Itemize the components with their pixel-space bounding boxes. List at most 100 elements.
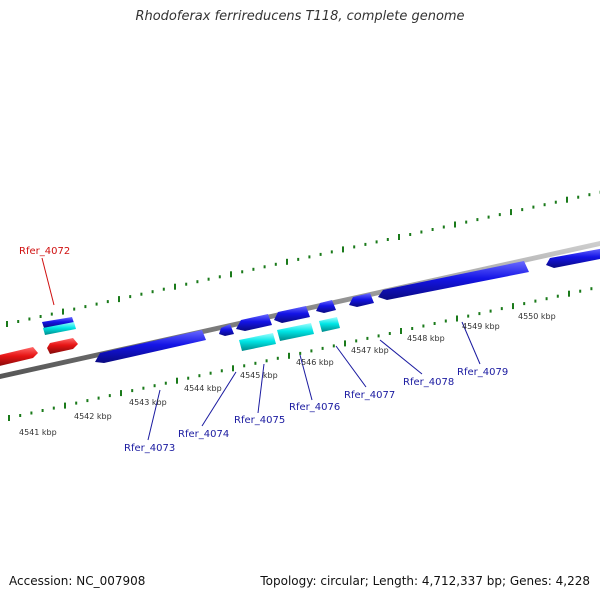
minor-tick	[198, 374, 201, 378]
gene-label-rfer-4076[interactable]: Rfer_4076	[289, 402, 340, 413]
minor-tick	[19, 414, 22, 417]
major-tick	[510, 209, 512, 216]
kbp-label: 4543 kbp	[129, 398, 167, 407]
genome-title: Rhodoferax ferrireducens T118, complete …	[135, 9, 465, 24]
major-tick	[568, 290, 570, 297]
minor-tick	[153, 384, 156, 388]
minor-tick	[95, 302, 98, 306]
minor-tick	[487, 215, 490, 219]
minor-tick	[386, 238, 389, 241]
minor-tick	[218, 275, 221, 279]
kbp-label: 4544 kbp	[184, 384, 222, 393]
gene-label-rfer-4077[interactable]: Rfer_4077	[344, 390, 395, 401]
minor-tick	[577, 195, 580, 199]
gene-label-rfer-4074[interactable]: Rfer_4074	[178, 429, 229, 440]
minor-tick	[299, 351, 302, 355]
gene-rfer-4077[interactable]	[349, 293, 374, 307]
gene-rfer-4072[interactable]	[47, 338, 78, 354]
major-tick	[456, 315, 458, 322]
kbp-label: 4548 kbp	[407, 334, 445, 343]
major-tick	[232, 365, 234, 372]
gene-rfer-4078[interactable]	[378, 261, 529, 300]
minor-tick	[332, 344, 335, 348]
minor-tick	[420, 230, 423, 234]
minor-tick	[308, 255, 311, 259]
major-tick	[400, 328, 402, 334]
gene-rfer-4076[interactable]	[316, 300, 336, 313]
minor-tick	[489, 309, 492, 313]
minor-tick	[433, 322, 436, 325]
minor-tick	[75, 401, 78, 405]
minor-tick	[196, 280, 199, 284]
gene-label-rfer-4075[interactable]: Rfer_4075	[234, 415, 285, 426]
minor-tick	[355, 339, 358, 343]
gene-rfer-4072-upper[interactable]	[42, 317, 74, 328]
minor-tick	[162, 287, 165, 291]
accession-text: Accession: NC_007908	[9, 574, 146, 588]
minor-tick	[185, 282, 188, 286]
kbp-scale-labels: 4541 kbp 4542 kbp 4543 kbp 4544 kbp 4545…	[19, 312, 556, 437]
minor-tick	[243, 364, 246, 368]
gene-rfer-4074[interactable]	[236, 314, 272, 331]
minor-tick	[590, 287, 593, 291]
kbp-label: 4542 kbp	[74, 412, 112, 421]
major-tick	[286, 258, 288, 265]
rna-gene-a[interactable]	[239, 333, 276, 351]
gene-label-rfer-4073[interactable]: Rfer_4073	[124, 443, 175, 454]
minor-tick	[252, 267, 255, 271]
minor-tick	[465, 220, 468, 224]
upper-tick-row	[6, 190, 600, 327]
rna-gene-b[interactable]	[277, 323, 314, 341]
minor-tick	[366, 336, 369, 340]
gene-label-rfer-4078[interactable]: Rfer_4078	[403, 377, 454, 388]
minor-tick	[151, 290, 154, 294]
minor-tick	[364, 242, 367, 246]
gene-label-rfer-4079[interactable]: Rfer_4079	[457, 367, 508, 378]
minor-tick	[411, 327, 414, 330]
rna-rfer-4072[interactable]	[43, 322, 76, 335]
major-tick	[62, 308, 64, 315]
minor-tick	[523, 302, 526, 306]
minor-tick	[50, 312, 53, 316]
lower-tick-row	[8, 287, 593, 421]
gene-small-a[interactable]	[219, 324, 234, 336]
genome-summary-text: Topology: circular; Length: 4,712,337 bp…	[260, 574, 590, 588]
gene-rfer-4073[interactable]	[95, 330, 206, 363]
minor-tick	[28, 317, 31, 321]
minor-tick	[467, 314, 470, 318]
major-tick	[512, 303, 514, 310]
gene-labels: Rfer_4072 Rfer_4073 Rfer_4074 Rfer_4075 …	[19, 246, 508, 454]
kbp-label: 4545 kbp	[240, 371, 278, 380]
gene-label-rfer-4072[interactable]: Rfer_4072	[19, 246, 70, 257]
minor-tick	[545, 297, 548, 301]
gene-rfer-4075[interactable]	[274, 306, 310, 323]
minor-tick	[409, 233, 412, 236]
minor-tick	[353, 245, 356, 249]
major-tick	[288, 352, 290, 359]
minor-tick	[422, 324, 425, 328]
minor-tick	[532, 205, 535, 209]
minor-tick	[554, 200, 557, 204]
kbp-label: 4549 kbp	[462, 322, 500, 331]
minor-tick	[52, 406, 55, 410]
minor-tick	[39, 315, 42, 318]
kbp-label: 4547 kbp	[351, 346, 389, 355]
minor-tick	[265, 359, 268, 363]
rna-gene-c[interactable]	[319, 317, 340, 332]
gene-rfer-4079[interactable]	[546, 248, 600, 268]
gene-reverse-left[interactable]	[0, 347, 38, 367]
minor-tick	[377, 334, 380, 338]
major-tick	[398, 234, 400, 240]
minor-tick	[319, 252, 322, 256]
major-tick	[174, 283, 176, 290]
major-tick	[566, 196, 568, 203]
minor-tick	[106, 300, 109, 304]
minor-tick	[498, 213, 501, 217]
minor-tick	[164, 381, 167, 385]
major-tick	[344, 340, 346, 347]
minor-tick	[543, 203, 546, 207]
major-tick	[454, 221, 456, 228]
minor-tick	[129, 295, 132, 299]
minor-tick	[500, 307, 503, 311]
